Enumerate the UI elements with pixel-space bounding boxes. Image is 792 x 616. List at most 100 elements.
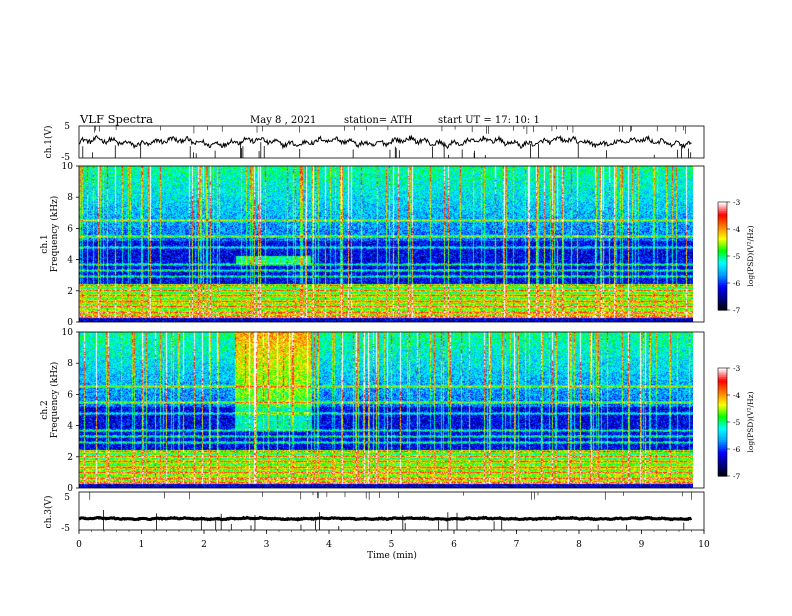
colorbar-tick-label: -5 (733, 252, 741, 261)
colorbar-segment (718, 203, 727, 207)
colorbar-segment (718, 248, 727, 252)
colorbar-segment (718, 470, 727, 473)
ch1-ytick-bottom: -5 (61, 153, 70, 163)
colorbar-segment (718, 432, 727, 436)
colorbar-segment (718, 261, 727, 264)
colorbar-segment (718, 463, 727, 466)
colorbar-segment (718, 459, 727, 463)
colorbar-segment (718, 434, 727, 437)
start-time-label: start UT = 17: 10: 1 (438, 115, 540, 126)
freq-tick-label: 8 (67, 193, 73, 203)
colorbar-segment (718, 220, 727, 223)
colorbar-segment (718, 474, 727, 477)
ch3-waveform-trace (78, 515, 693, 522)
colorbar-segment (718, 295, 727, 298)
colorbar-segment (718, 239, 727, 243)
ch1-ylabel: ch.1(V) (43, 126, 54, 159)
colorbar-segment (718, 422, 727, 425)
colorbar-segment (718, 404, 727, 407)
colorbar-segment (718, 382, 727, 385)
ch1-freq-ticks: 0 2 4 6 8 10 (62, 162, 79, 328)
time-tick-label: 1 (139, 540, 145, 550)
colorbar-segment (718, 292, 727, 295)
freq-tick-label: 6 (67, 390, 73, 400)
colorbar-segment (718, 375, 727, 378)
colorbar-segment (718, 212, 727, 216)
ch2-spectrogram-frame (78, 331, 705, 489)
colorbar-tick-label: -4 (733, 391, 741, 400)
colorbar-segment (718, 467, 727, 470)
colorbar-segment (718, 405, 727, 409)
colorbar-tick-label: -6 (733, 445, 741, 454)
ch1-colorbar: -3 -4 -5 -6 -7 log(PSD)(V²/Hz) (717, 198, 755, 315)
colorbar-segment (718, 454, 727, 457)
ch1-waveform-panel: 5 -5 ch.1(V) (43, 122, 705, 163)
colorbar-tick-label: -3 (733, 364, 741, 373)
time-tick-label: 9 (639, 540, 645, 550)
freq-tick-label: 0 (67, 484, 73, 494)
ch1-freq-ylabel: Frequency (kHz) (49, 196, 60, 273)
colorbar-segment (718, 259, 727, 262)
time-axis: 0 1 2 3 4 5 6 7 8 9 10 (76, 530, 710, 550)
colorbar-segment (718, 207, 727, 210)
time-tick-label: 4 (326, 540, 332, 550)
colorbar-segment (718, 380, 727, 383)
colorbar-segment (718, 369, 727, 373)
colorbar-segment (718, 252, 727, 255)
ch2-colorbar: -3 -4 -5 -6 -7 log(PSD)(V²/Hz) (717, 364, 755, 481)
colorbar-segment (718, 225, 727, 228)
ch2-freq-ylabel: Frequency (kHz) (49, 362, 60, 439)
colorbar-segment (718, 400, 727, 403)
freq-tick-label: 4 (67, 256, 73, 266)
colorbar-segment (718, 377, 727, 380)
colorbar-segment (718, 277, 727, 280)
ch1-spectrogram-image (79, 166, 693, 322)
ch1-spectrogram-panel: 0 2 4 6 8 10 ch.1 Frequency (kHz) (40, 162, 705, 328)
colorbar-segment (718, 202, 727, 205)
freq-tick-label: 0 (67, 318, 73, 328)
colorbar-segment (718, 384, 727, 387)
freq-tick-label: 4 (67, 422, 73, 432)
colorbar-segment (718, 378, 727, 382)
ch1-spike-markers (82, 126, 692, 158)
colorbar-segment (718, 443, 727, 446)
time-tick-label: 7 (514, 540, 520, 550)
colorbar-segment (718, 232, 727, 235)
time-tick-label: 2 (201, 540, 207, 550)
time-axis-label: Time (min) (367, 550, 417, 561)
colorbar-segment (718, 431, 727, 434)
colorbar-segment (718, 227, 727, 230)
colorbar-segment (718, 209, 727, 212)
ch3-waveform-panel: 5 -5 ch.3(V) (43, 491, 705, 534)
colorbar-segment (718, 423, 727, 427)
figure-title: VLF Spectra (79, 112, 153, 126)
colorbar-segment (718, 429, 727, 432)
colorbar-segment (718, 411, 727, 414)
colorbar-segment (718, 440, 727, 443)
freq-tick-label: 2 (67, 287, 73, 297)
colorbar-segment (718, 266, 727, 270)
colorbar-segment (718, 286, 727, 289)
colorbar-segment (718, 302, 727, 306)
colorbar-segment (718, 387, 727, 391)
ch3-ylabel: ch.3(V) (43, 496, 54, 529)
colorbar-segment (718, 413, 727, 416)
colorbar-segment (718, 441, 727, 445)
colorbar-segment (718, 229, 727, 232)
colorbar-label: log(PSD)(V²/Hz) (746, 391, 755, 452)
ch3-waveform-frame (78, 491, 705, 531)
colorbar-segment (718, 250, 727, 253)
colorbar-segment (718, 247, 727, 250)
colorbar-segment (718, 393, 727, 396)
colorbar-segment (718, 205, 727, 208)
colorbar-segment (718, 436, 727, 439)
time-tick-label: 10 (698, 540, 710, 550)
colorbar-segment (718, 456, 727, 459)
colorbar-segment (718, 214, 727, 217)
ch3-ytick-bottom: -5 (61, 524, 70, 534)
colorbar-segment (718, 427, 727, 430)
colorbar-segment (718, 386, 727, 389)
colorbar-segment (718, 368, 727, 371)
freq-tick-label: 2 (67, 453, 73, 463)
colorbar-segment (718, 256, 727, 259)
